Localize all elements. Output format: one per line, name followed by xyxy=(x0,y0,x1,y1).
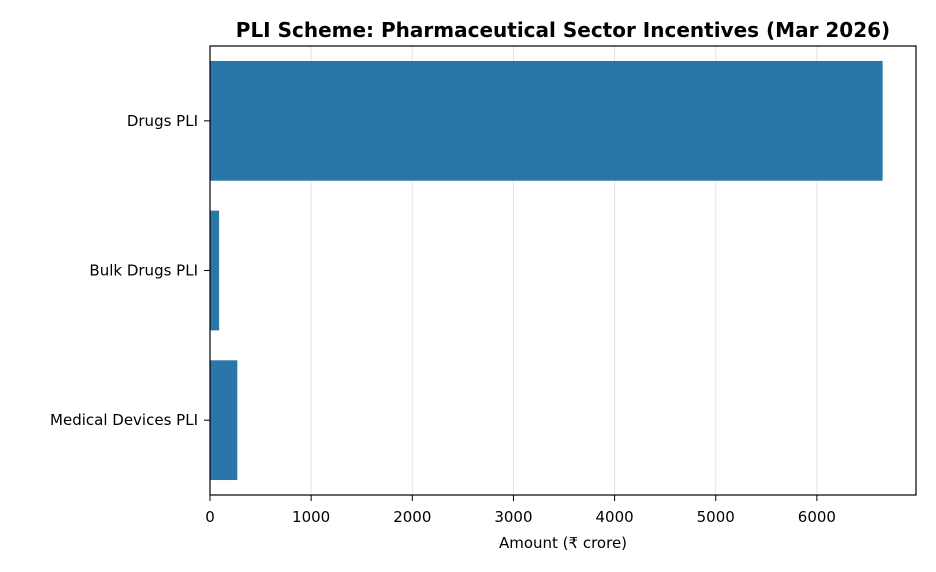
y-tick-label: Medical Devices PLI xyxy=(50,411,198,429)
x-ticks: 0 1000 2000 3000 4000 5000 6000 xyxy=(205,495,836,526)
bar-medical-devices-pli xyxy=(210,360,238,481)
x-axis-label: Amount (₹ crore) xyxy=(499,534,627,552)
y-tick-label: Drugs PLI xyxy=(127,112,198,130)
x-tick-label: 2000 xyxy=(393,508,431,526)
x-tick-label: 3000 xyxy=(494,508,532,526)
x-tick-label: 4000 xyxy=(595,508,633,526)
x-tick-label: 1000 xyxy=(292,508,330,526)
bar-bulk-drugs-pli xyxy=(210,210,220,331)
x-tick-label: 5000 xyxy=(697,508,735,526)
y-ticks: Drugs PLI Bulk Drugs PLI Medical Devices P… xyxy=(50,112,210,429)
chart-title: PLI Scheme: Pharmaceutical Sector Incent… xyxy=(236,18,890,42)
bar-drugs-pli xyxy=(210,60,883,181)
x-tick-label: 0 xyxy=(205,508,215,526)
bars xyxy=(210,60,883,481)
y-tick-label: Bulk Drugs PLI xyxy=(89,262,198,280)
x-tick-label: 6000 xyxy=(798,508,836,526)
